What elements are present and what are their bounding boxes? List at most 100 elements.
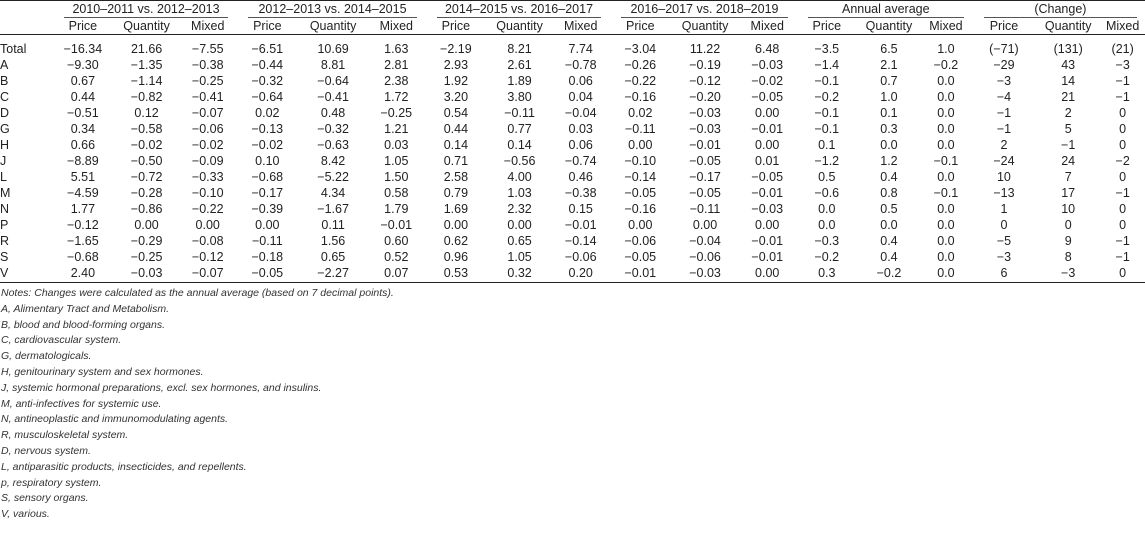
table-cell: 2.40 [51, 265, 114, 283]
table-cell: −0.82 [130, 90, 163, 104]
column-header-price: Price [253, 19, 282, 33]
notes-intro: Notes: Changes were calculated as the an… [1, 287, 394, 299]
column-header-row: Price Quantity Mixed Price Quantity Mixed Pric… [0, 18, 1145, 35]
table-cell: 6 [971, 265, 1037, 283]
table-cell: −0.11 [624, 122, 656, 136]
table-cell: 0.14 [443, 138, 469, 152]
table-cell: −4.59 [67, 186, 99, 200]
row-label: B [0, 74, 9, 88]
table-cell: −0.32 [317, 122, 349, 136]
table-cell: −0.2 [933, 58, 959, 72]
table-cell: 6.5 [880, 42, 898, 56]
column-header-price: Price [989, 19, 1019, 33]
table-header: 2010–2011 vs. 2012–2013 2012–2013 vs. 201… [0, 0, 1145, 35]
table-cell: −0.56 [503, 154, 536, 168]
table-cell: 0.0 [937, 250, 955, 264]
table-cell: −1.67 [317, 202, 349, 216]
table-cell: −3 [1036, 265, 1101, 283]
table-cell: 0.00 [195, 218, 220, 232]
table-cell: 0.03 [568, 122, 593, 136]
table-cell: −0.11 [251, 234, 283, 248]
table-cell: 0.15 [568, 202, 593, 216]
table-cell: 3.20 [443, 90, 469, 104]
table-row: H 0.66 −0.02 −0.02 −0.02 −0.63 0.03 0.14 0.14 0.0… [0, 137, 1145, 153]
table-row: Total −16.34 21.66 −7.55 −6.51 10.69 1.63 −2.19… [0, 35, 1145, 58]
table-row: C 0.44 −0.82 −0.41 −0.64 −0.41 1.72 3.20 3.80 0.0… [0, 89, 1145, 105]
table-cell: −1 [996, 106, 1012, 120]
table-cell: −16.34 [63, 42, 103, 56]
table-cell: −1.4 [814, 58, 840, 72]
table-cell: −7.55 [191, 42, 224, 56]
table-cell: 0.0 [937, 122, 955, 136]
abbreviation-note: G, dermatologicals. [1, 350, 92, 363]
column-header-mixed: Mixed [379, 19, 413, 33]
table-cell: 0.60 [384, 234, 409, 248]
table-cell: 0.0 [818, 202, 836, 216]
table-cell: −3.04 [624, 42, 657, 56]
table-cell: 0 [1119, 170, 1127, 184]
table-cell: 0.44 [443, 122, 469, 136]
row-label: S [0, 250, 9, 264]
table-cell: −0.2 [814, 250, 840, 264]
table-cell: (131) [1053, 42, 1083, 56]
table-cell: 2.61 [507, 58, 532, 72]
table-notes: Notes: Changes were calculated as the an… [0, 283, 1145, 523]
table-cell: 2.58 [443, 170, 469, 184]
table-cell: 2.93 [443, 58, 469, 72]
column-header-quantity: Quantity [681, 19, 729, 33]
table-cell: −0.02 [251, 138, 284, 152]
table-cell: −0.1 [933, 154, 959, 168]
table-document: 2010–2011 vs. 2012–2013 2012–2013 vs. 201… [0, 0, 1145, 523]
table-cell: 0.00 [507, 218, 532, 232]
table-cell: −0.03 [689, 122, 721, 136]
table-cell: −0.03 [671, 265, 739, 283]
table-cell: 0.32 [486, 265, 553, 283]
table-cell: 10 [996, 170, 1011, 184]
abbreviation-note: H, genitourinary system and sex hormones… [1, 365, 204, 378]
table-cell: −1 [996, 122, 1012, 136]
table-cell: 1.77 [70, 202, 96, 216]
row-label-subheader [0, 18, 52, 35]
group-header-label: (Change) [983, 1, 1137, 18]
row-label: M [0, 186, 11, 200]
table-cell: −0.2 [857, 265, 921, 283]
column-header-mixed: Mixed [750, 19, 784, 33]
table-cell: −0.22 [624, 74, 657, 88]
table-cell: −0.28 [130, 186, 163, 200]
table-cell: −0.05 [624, 250, 657, 264]
table-cell: 0.02 [628, 106, 653, 120]
table-cell: 0.06 [568, 138, 593, 152]
table-cell: 0.3 [795, 265, 858, 283]
table-cell: 0.7 [880, 74, 898, 88]
table-cell: 0.1 [880, 106, 898, 120]
table-cell: 0.1 [818, 138, 836, 152]
table-row: A −9.30 −1.35 −0.38 −0.44 8.81 2.81 2.93 2.61 −0.… [0, 57, 1145, 73]
table-cell: −8.89 [67, 154, 99, 168]
table-cell: 10.69 [317, 42, 349, 56]
table-cell: −5 [996, 234, 1012, 248]
table-cell: −0.02 [191, 138, 224, 152]
table-cell: 0.34 [70, 122, 96, 136]
table-cell: 0.07 [367, 265, 425, 283]
row-label: H [0, 138, 10, 152]
table-cell: −24 [993, 154, 1015, 168]
table-cell: 6.48 [755, 42, 780, 56]
table-cell: 11.22 [689, 42, 721, 56]
table-cell: 8.21 [507, 42, 532, 56]
table-cell: −0.03 [751, 202, 784, 216]
table-cell: 8 [1064, 250, 1072, 264]
table-cell: 9 [1064, 234, 1072, 248]
abbreviation-note: R, musculoskeletal system. [1, 429, 129, 442]
table-cell: 0.3 [880, 122, 898, 136]
abbreviation-note: N, antineoplastic and immunomodulating a… [1, 413, 229, 426]
table-cell: 0.00 [755, 218, 780, 232]
table-cell: 0.96 [443, 250, 469, 264]
table-cell: 0.46 [568, 170, 593, 184]
table-cell: −0.08 [191, 234, 224, 248]
table-row: R −1.65 −0.29 −0.08 −0.11 1.56 0.60 0.62 0.65 −0.… [0, 233, 1145, 249]
table-cell: −0.05 [624, 186, 657, 200]
abbreviation-note: D, nervous system. [1, 444, 91, 457]
table-cell: 0.67 [70, 74, 96, 88]
table-cell: −1 [1115, 74, 1130, 88]
table-row: P −0.12 0.00 0.00 0.00 0.11 −0.01 0.00 0.00 −0.01… [0, 217, 1145, 233]
